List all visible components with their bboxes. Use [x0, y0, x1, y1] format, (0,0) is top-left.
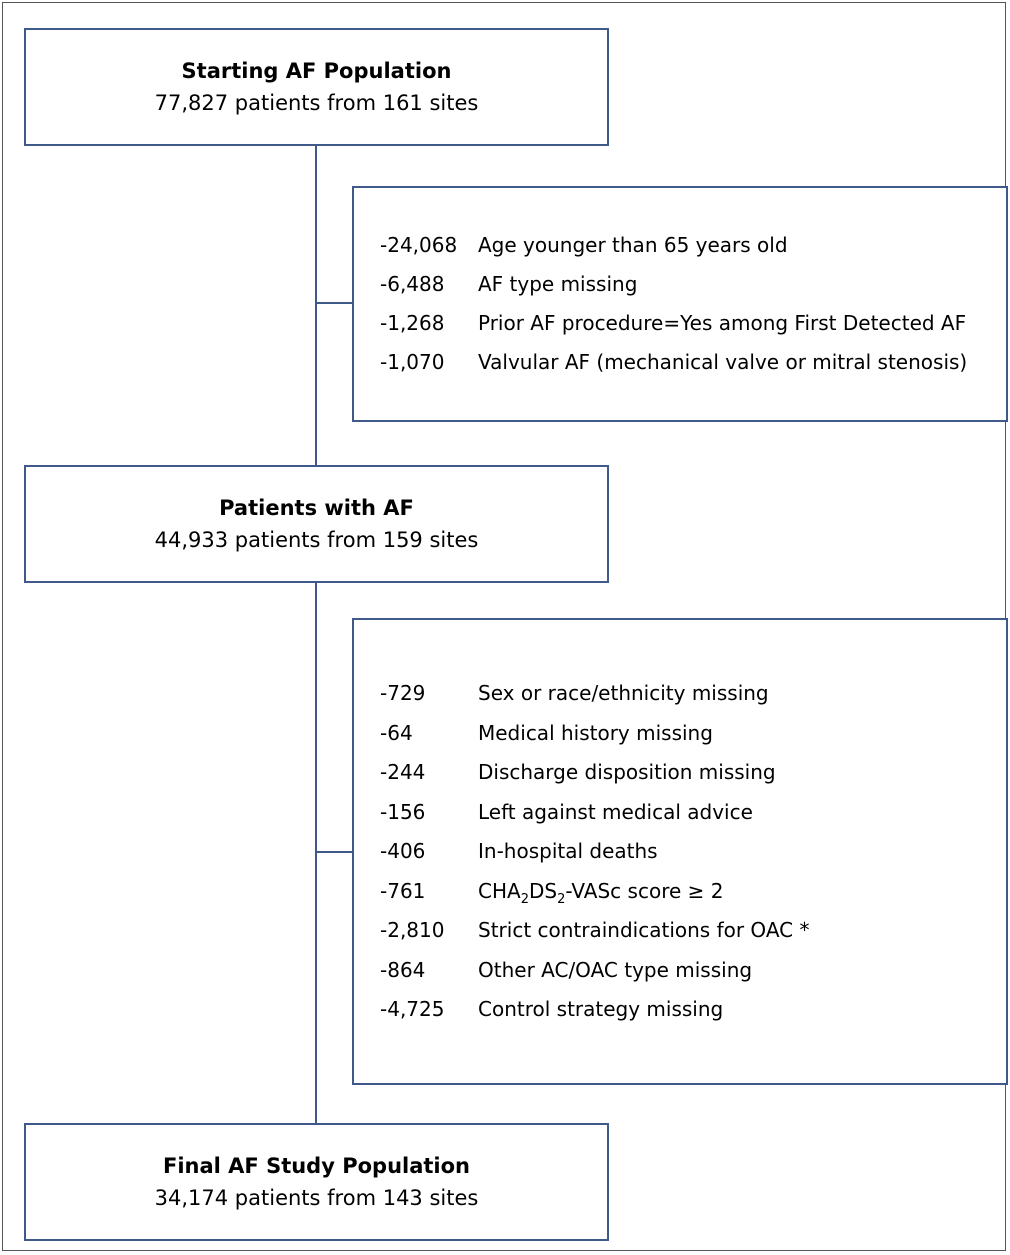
- exclusion-label: Prior AF procedure=Yes among First Detec…: [478, 311, 967, 335]
- exclusion-count: -4,725: [380, 997, 445, 1021]
- exclusion-label: Other AC/OAC type missing: [478, 957, 753, 982]
- box-subtitle: 34,174 patients from 143 sites: [154, 1186, 479, 1210]
- exclusion-row: -761 CHA2DS2-VASc score ≥ 2: [354, 876, 1006, 906]
- exclusion-label: Age younger than 65 years old: [478, 233, 788, 257]
- exclusion-label: Left against medical advice: [478, 799, 753, 824]
- box-patients-with-af: Patients with AF 44,933 patients from 15…: [24, 465, 609, 583]
- exclusion-row: -2,810 Strict contraindications for OAC *: [354, 915, 1006, 945]
- exclusion-row: -6,488 AF type missing: [354, 269, 1006, 299]
- exclusion-label: Discharge disposition missing: [478, 760, 776, 784]
- exclusion-label: In-hospital deaths: [478, 839, 658, 863]
- exclusion-label: Sex or race/ethnicity missing: [478, 681, 769, 705]
- exclusion-row: -406 In-hospital deaths: [354, 836, 1006, 866]
- box-subtitle: 44,933 patients from 159 sites: [154, 528, 479, 552]
- connector-middle-to-final: [315, 582, 317, 1124]
- box-title: Patients with AF: [219, 496, 414, 520]
- box-subtitle: 77,827 patients from 161 sites: [154, 91, 479, 115]
- box-starting-population: Starting AF Population 77,827 patients f…: [24, 28, 609, 146]
- box-final-population: Final AF Study Population 34,174 patient…: [24, 1123, 609, 1241]
- exclusion-label: Valvular AF (mechanical valve or mitral …: [478, 350, 968, 374]
- exclusion-row: -1,070 Valvular AF (mechanical valve or m…: [354, 347, 1006, 377]
- exclusion-row: -244 Discharge disposition missing: [354, 757, 1006, 787]
- connector-start-to-middle: [315, 145, 317, 467]
- label-text: DS: [528, 878, 558, 903]
- exclusion-label: CHA2DS2-VASc score ≥ 2: [478, 876, 723, 906]
- exclusion-count: -1,268: [380, 311, 445, 335]
- exclusion-label: Strict contraindications for OAC *: [478, 918, 810, 942]
- exclusion-row: -64 Medical history missing: [354, 718, 1006, 748]
- subscript-text: 2: [557, 891, 566, 907]
- subscript-text: 2: [520, 891, 529, 907]
- exclusion-row: -24,068 Age younger than 65 years old: [354, 230, 1006, 260]
- exclusion-count: -244: [380, 760, 426, 784]
- label-text: -VASc score ≥ 2: [565, 878, 724, 903]
- exclusion-row: -729 Sex or race/ethnicity missing: [354, 678, 1006, 708]
- exclusion-row: -4,725 Control strategy missing: [354, 994, 1006, 1024]
- exclusion-count: -406: [380, 839, 426, 863]
- box-title: Starting AF Population: [181, 59, 452, 83]
- connector-branch-exclusions-1: [315, 302, 353, 304]
- exclusion-label: Control strategy missing: [478, 997, 724, 1021]
- exclusion-label: AF type missing: [478, 272, 638, 296]
- exclusion-count: -156: [380, 799, 426, 824]
- box-title: Final AF Study Population: [162, 1154, 470, 1178]
- exclusion-row: -864 Other AC/OAC type missing: [354, 955, 1006, 985]
- box-exclusions-first: -24,068 Age younger than 65 years old -6,4…: [352, 186, 1008, 422]
- exclusion-count: -64: [380, 720, 413, 745]
- exclusion-row: -156 Left against medical advice: [354, 797, 1006, 827]
- exclusion-count: -729: [380, 681, 426, 705]
- exclusion-count: -1,070: [380, 350, 445, 374]
- label-text: CHA: [478, 878, 521, 903]
- connector-branch-exclusions-2: [315, 851, 353, 853]
- exclusion-label: Medical history missing: [478, 720, 713, 745]
- exclusion-count: -864: [380, 957, 426, 982]
- box-exclusions-second: -729 Sex or race/ethnicity missing -64 Medi…: [352, 618, 1008, 1085]
- exclusion-row: -1,268 Prior AF procedure=Yes among First…: [354, 308, 1006, 338]
- exclusion-count: -761: [380, 878, 426, 903]
- exclusion-count: -6,488: [380, 272, 445, 296]
- exclusion-count: -24,068: [380, 233, 458, 257]
- exclusion-count: -2,810: [380, 918, 445, 942]
